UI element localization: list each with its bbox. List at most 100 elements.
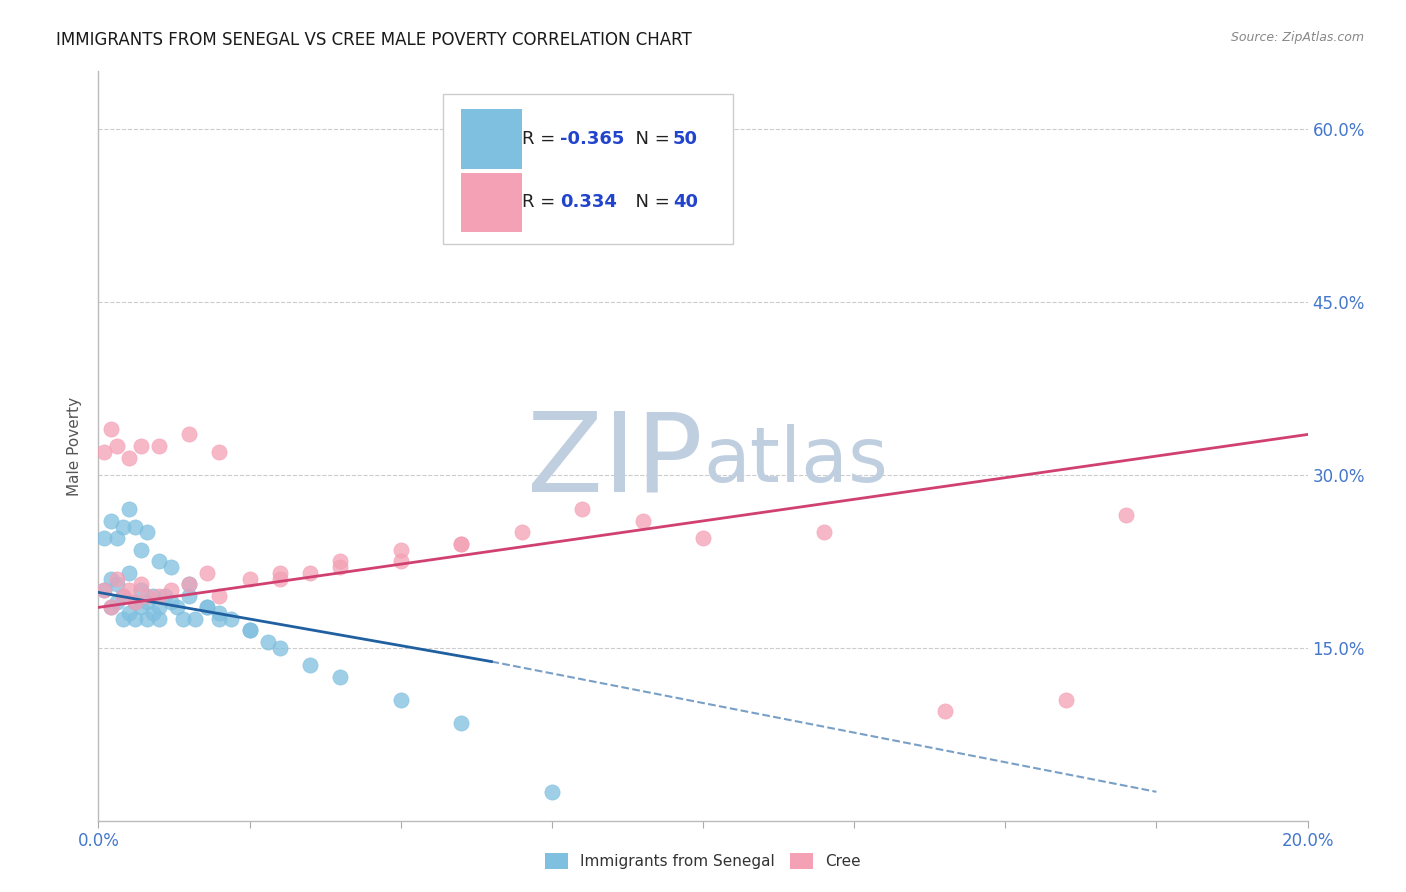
Point (450, 537, 472, 551)
Point (450, 537, 472, 551)
Point (1054, 692, 1077, 706)
Point (329, 560, 352, 574)
Point (105, 439, 128, 453)
Legend: Immigrants from Senegal, Cree: Immigrants from Senegal, Cree (538, 847, 868, 875)
Y-axis label: Male Poverty: Male Poverty (67, 396, 83, 496)
Point (934, 704, 956, 718)
Text: N =: N = (624, 194, 676, 211)
Point (142, 606, 165, 620)
Point (179, 577, 201, 591)
Point (129, 439, 152, 453)
Point (111, 612, 134, 626)
Point (269, 572, 291, 586)
Text: R =: R = (522, 194, 561, 211)
Point (105, 577, 128, 591)
Point (111, 589, 134, 603)
Point (631, 514, 654, 528)
Point (389, 542, 412, 557)
Point (129, 542, 152, 557)
Point (208, 612, 231, 626)
FancyBboxPatch shape (461, 109, 522, 169)
Point (100, 514, 122, 528)
Text: ZIP: ZIP (527, 408, 703, 515)
Point (329, 554, 352, 568)
Point (450, 715, 472, 730)
Point (129, 600, 152, 615)
Point (269, 640, 291, 655)
Point (124, 519, 146, 533)
Point (692, 531, 714, 545)
Point (148, 589, 170, 603)
Point (256, 635, 278, 649)
Point (135, 589, 157, 603)
Point (239, 624, 262, 638)
Point (135, 612, 157, 626)
Point (111, 519, 134, 533)
Point (208, 606, 231, 620)
Point (100, 572, 122, 586)
Point (239, 572, 262, 586)
Text: N =: N = (624, 130, 676, 148)
Point (160, 594, 183, 608)
Point (135, 525, 157, 540)
Text: IMMIGRANTS FROM SENEGAL VS CREE MALE POVERTY CORRELATION CHART: IMMIGRANTS FROM SENEGAL VS CREE MALE POV… (56, 31, 692, 49)
Point (129, 577, 152, 591)
Point (1115, 508, 1137, 523)
Point (540, 785, 562, 799)
Point (118, 450, 141, 465)
Point (142, 589, 165, 603)
Text: atlas: atlas (703, 424, 887, 498)
Point (124, 594, 146, 608)
Text: 0.334: 0.334 (561, 194, 617, 211)
Point (111, 589, 134, 603)
Text: Source: ZipAtlas.com: Source: ZipAtlas.com (1230, 31, 1364, 45)
Point (195, 600, 218, 615)
Point (299, 566, 322, 580)
Point (571, 502, 593, 516)
Point (299, 658, 322, 673)
Point (160, 560, 183, 574)
Point (153, 589, 176, 603)
Point (148, 600, 170, 615)
Point (148, 554, 170, 568)
Point (124, 612, 146, 626)
Text: 50: 50 (672, 130, 697, 148)
Point (208, 589, 231, 603)
Point (195, 566, 218, 580)
Point (166, 600, 188, 615)
Point (100, 422, 122, 436)
Point (160, 583, 183, 598)
FancyBboxPatch shape (461, 172, 522, 233)
Point (105, 572, 128, 586)
FancyBboxPatch shape (443, 94, 734, 244)
Point (148, 612, 170, 626)
Point (135, 594, 157, 608)
Point (100, 600, 122, 615)
Point (148, 439, 170, 453)
Point (172, 612, 194, 626)
Point (105, 594, 128, 608)
Point (208, 444, 231, 458)
Point (510, 525, 533, 540)
Point (93, 583, 115, 598)
Point (124, 594, 146, 608)
Point (329, 669, 352, 683)
Point (100, 600, 122, 615)
Point (195, 600, 218, 615)
Point (813, 525, 835, 540)
Point (129, 583, 152, 598)
Point (179, 427, 201, 442)
Point (179, 577, 201, 591)
Point (118, 566, 141, 580)
Point (118, 583, 141, 598)
Point (631, 111, 654, 125)
Point (105, 531, 128, 545)
Text: -0.365: -0.365 (561, 130, 624, 148)
Point (389, 554, 412, 568)
Point (184, 612, 207, 626)
Text: 40: 40 (672, 194, 697, 211)
Point (239, 624, 262, 638)
Point (118, 606, 141, 620)
Point (93, 531, 115, 545)
Point (221, 612, 243, 626)
